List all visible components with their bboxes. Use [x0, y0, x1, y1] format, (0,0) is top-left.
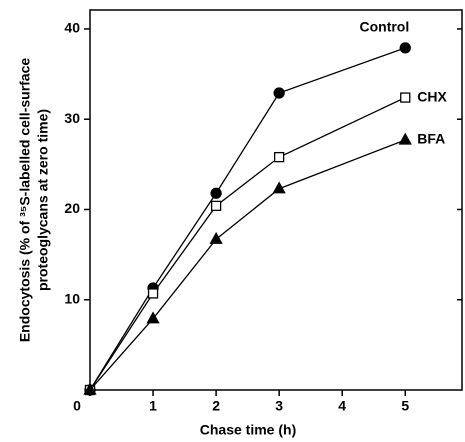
x-tick-label: 0	[73, 398, 81, 414]
point	[274, 151, 285, 163]
series-line	[89, 96, 406, 391]
point	[147, 288, 159, 299]
point	[146, 311, 160, 324]
x-tick-label: 1	[149, 398, 157, 414]
series-label: Control	[359, 19, 409, 35]
y-axis-label: proteoglycans at zero time)	[35, 109, 51, 291]
y-tick-label: 10	[64, 290, 80, 306]
y-tick-label: 20	[64, 200, 80, 216]
y-axis-label: Endocytosis (% of ³⁵S-labelled cell-surf…	[17, 58, 33, 343]
series-label: CHX	[417, 88, 447, 104]
plot-frame	[89, 9, 463, 391]
series-label: BFA	[417, 131, 445, 147]
x-tick-label: 2	[212, 398, 220, 414]
point	[272, 181, 286, 194]
x-tick-label: 5	[401, 398, 409, 414]
point	[398, 132, 412, 145]
point	[210, 200, 222, 212]
x-tick-label: 4	[338, 398, 346, 414]
point	[83, 382, 97, 395]
point	[399, 42, 411, 54]
series-line	[89, 139, 406, 391]
point	[209, 231, 223, 244]
series-line	[89, 47, 406, 391]
y-tick-label: 40	[64, 20, 80, 36]
point	[400, 92, 411, 103]
x-tick-label: 3	[275, 398, 283, 414]
point	[210, 187, 222, 199]
x-axis-label: Chase time (h)	[200, 422, 296, 438]
y-tick-label: 30	[64, 110, 80, 126]
point	[273, 87, 285, 99]
